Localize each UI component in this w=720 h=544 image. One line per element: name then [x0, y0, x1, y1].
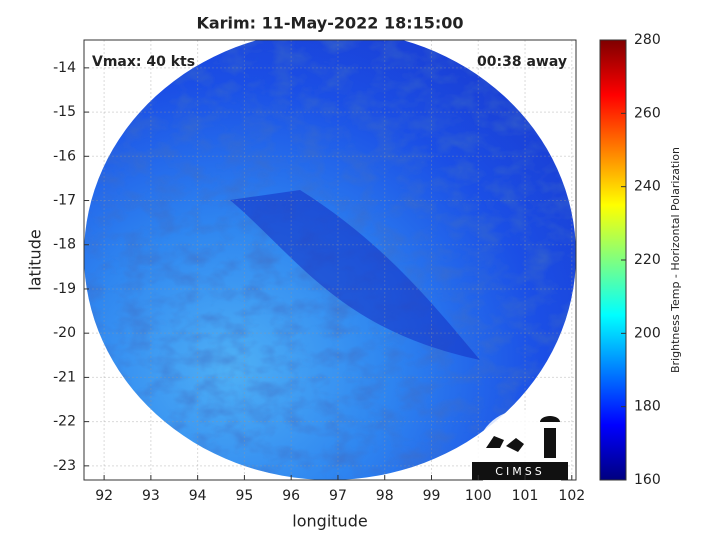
x-tick-label: 92 — [95, 488, 113, 504]
colorbar-tick-label: 280 — [634, 32, 661, 48]
x-tick-label: 93 — [142, 488, 160, 504]
plot-frame — [83, 39, 577, 481]
y-tick-label: -23 — [53, 458, 76, 474]
x-tick-label: 96 — [282, 488, 300, 504]
colorbar-tick-label: 260 — [634, 105, 661, 121]
x-tick-label: 101 — [512, 488, 539, 504]
y-tick-label: -19 — [53, 281, 76, 297]
x-tick-label: 94 — [189, 488, 207, 504]
y-tick-label: -20 — [53, 325, 76, 341]
x-tick-label: 100 — [465, 488, 492, 504]
x-tick-label: 98 — [376, 488, 394, 504]
annotation: 00:38 away — [477, 54, 567, 70]
y-tick-label: -18 — [53, 237, 76, 253]
grid — [84, 40, 576, 480]
chart-title: Karim: 11-May-2022 18:15:00 — [196, 14, 463, 33]
logo: CIMSS — [472, 410, 568, 502]
y-tick-label: -15 — [53, 104, 76, 120]
y-axis-label: latitude — [26, 229, 45, 290]
x-axis-label: longitude — [292, 512, 367, 531]
y-tick-label: -21 — [53, 369, 76, 385]
x-tick-label: 99 — [423, 488, 441, 504]
y-tick-label: -22 — [53, 414, 76, 430]
x-tick-label: 97 — [329, 488, 347, 504]
swath — [84, 40, 576, 480]
logo-shape — [472, 416, 568, 480]
logo-text: CIMSS — [495, 465, 544, 478]
colorbar-tick-label: 200 — [634, 325, 661, 341]
annotation: Vmax: 40 kts — [92, 54, 195, 70]
y-tick-label: -14 — [53, 60, 76, 76]
colorbar-label: Brightness Temp - Horizontal Polarizatio… — [669, 147, 682, 373]
x-tick-label: 102 — [558, 488, 585, 504]
colorbar-tick-label: 160 — [634, 472, 661, 488]
y-tick-label: -17 — [53, 193, 76, 209]
cloud-band — [230, 190, 480, 360]
y-tick-label: -16 — [53, 148, 76, 164]
colorbar-tick-label: 220 — [634, 252, 661, 268]
colorbar-tick-label: 240 — [634, 179, 661, 195]
x-tick-label: 95 — [236, 488, 254, 504]
colorbar-tick-label: 180 — [634, 399, 661, 415]
